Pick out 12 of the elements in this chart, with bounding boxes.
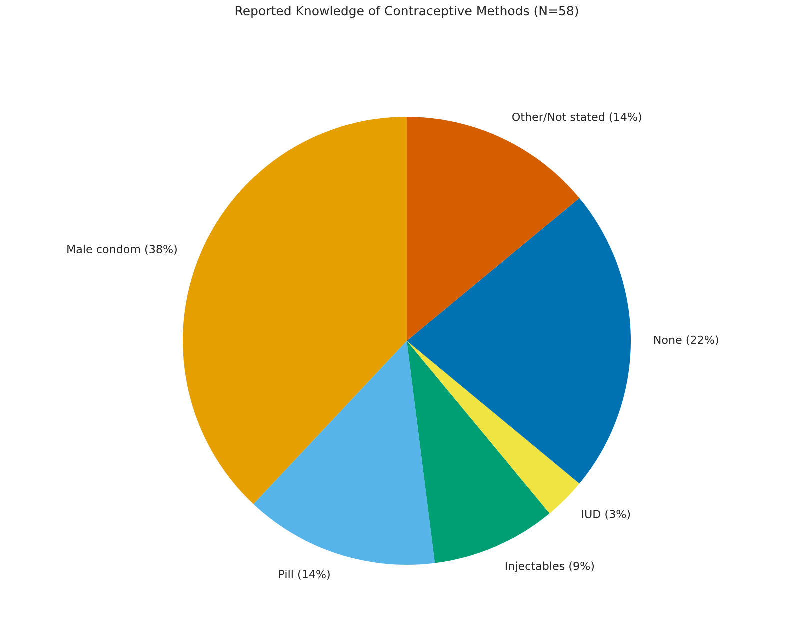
slice-label: Injectables (9%) (506, 562, 594, 573)
chart-title: Reported Knowledge of Contraceptive Methods (N=58) (236, 6, 578, 18)
pie-slice (407, 198, 631, 484)
slice-label: None (22%) (654, 336, 718, 346)
pie-slice (407, 341, 550, 564)
slice-label: Male condom (38%) (68, 244, 177, 255)
slice-label: Other/Not stated (14%) (512, 112, 642, 123)
pie-slice (407, 341, 580, 514)
slice-label: IUD (3%) (582, 510, 630, 520)
pie-slice (254, 341, 436, 565)
pie-slice (183, 117, 407, 504)
slice-label: Pill (14%) (279, 570, 330, 580)
